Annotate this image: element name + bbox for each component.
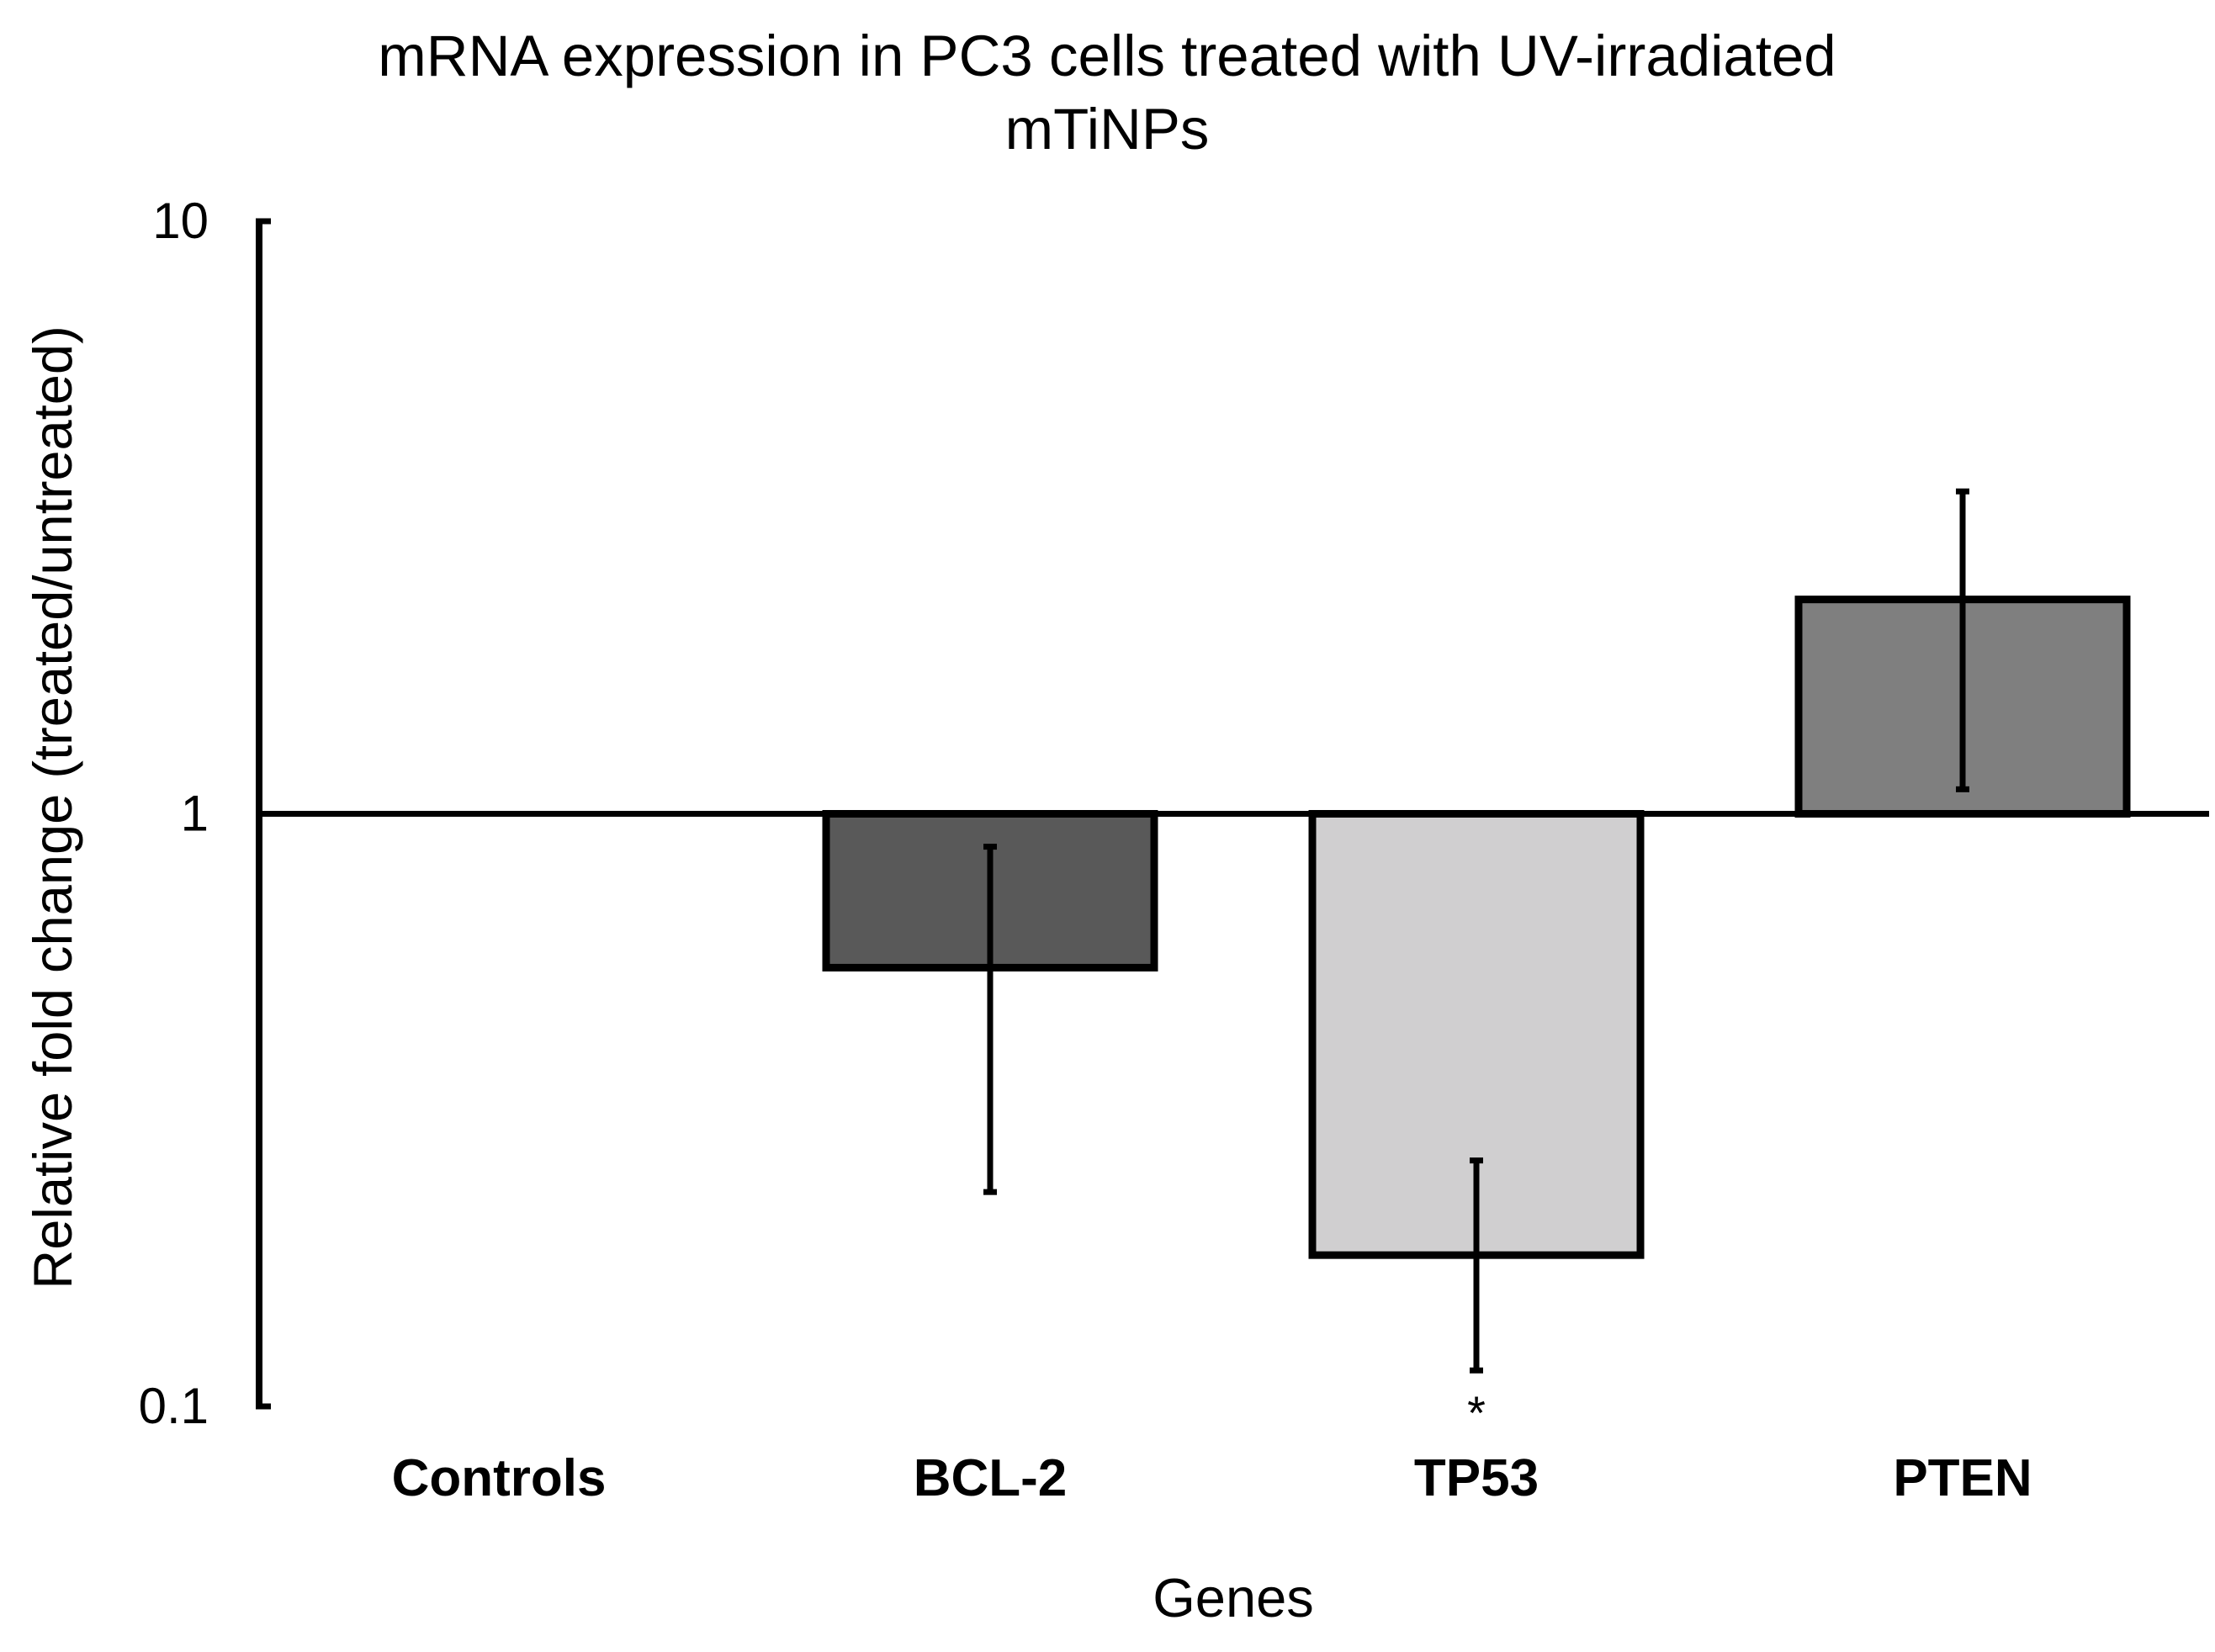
- y-tick-label: 0.1: [139, 1378, 209, 1434]
- category-label-bcl-2: BCL-2: [914, 1449, 1068, 1507]
- y-tick-label: 10: [152, 193, 209, 249]
- chart-title-line-2: mTiNPs: [1005, 97, 1210, 161]
- x-axis-label: Genes: [1153, 1567, 1314, 1628]
- y-axis-label: Relative fold change (treated/untreated): [22, 326, 83, 1289]
- error-bars: [983, 488, 1969, 1374]
- category-label-pten: PTEN: [1893, 1449, 2032, 1507]
- category-labels: Controls BCL-2 TP53 PTEN: [392, 1449, 2032, 1507]
- chart-title-line-1: mRNA expression in PC3 cells treated wit…: [378, 24, 1836, 88]
- y-tick-label: 1: [181, 786, 209, 842]
- category-label-controls: Controls: [392, 1449, 607, 1507]
- chart-title: mRNA expression in PC3 cells treated wit…: [378, 24, 1836, 161]
- significance-marker: *: [1467, 1386, 1486, 1439]
- bars: [822, 596, 2131, 1259]
- category-label-tp53: TP53: [1414, 1449, 1539, 1507]
- annotations: *: [1467, 1386, 1486, 1439]
- y-axis: 10 1 0.1: [139, 193, 271, 1434]
